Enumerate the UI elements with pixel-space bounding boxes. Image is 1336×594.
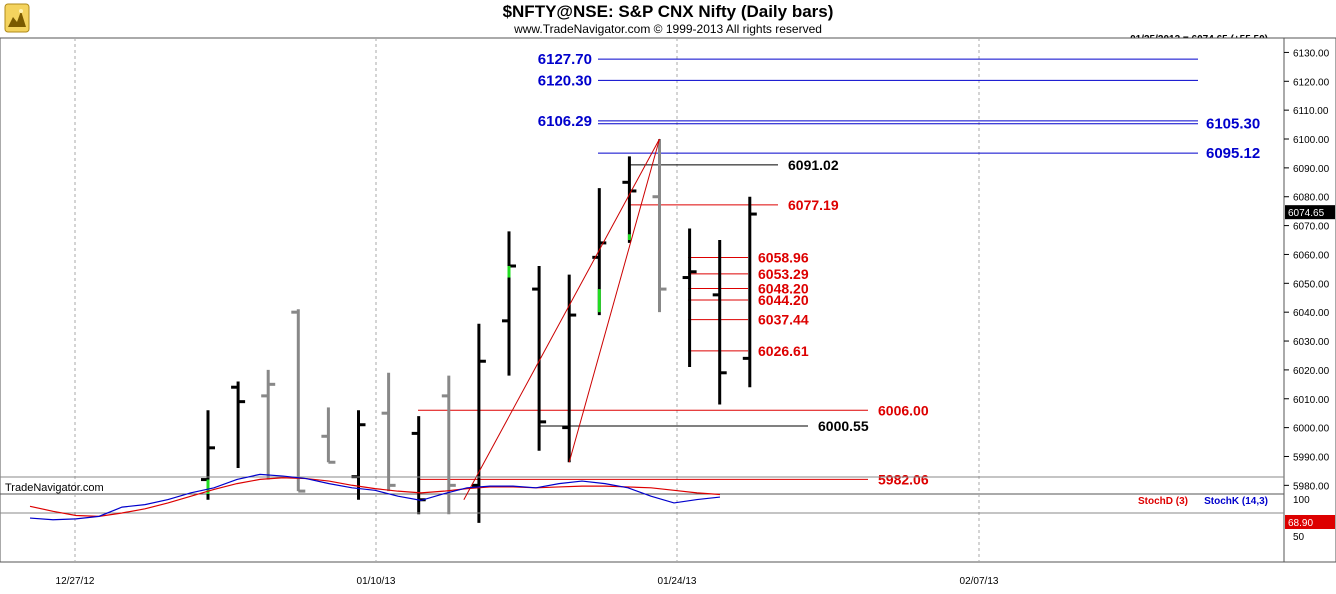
y-tick-label: 5990.00 — [1293, 452, 1330, 463]
x-tick-label: 01/24/13 — [658, 576, 697, 587]
stoch-y-tick-label: 50 — [1293, 532, 1305, 543]
y-tick-label: 6000.00 — [1293, 424, 1330, 435]
stoch-k-line — [29, 473, 721, 521]
y-tick-label: 6090.00 — [1293, 164, 1330, 175]
level-label: 6095.12 — [1206, 145, 1260, 162]
swing-line — [568, 138, 660, 463]
y-tick-label: 6080.00 — [1293, 193, 1330, 204]
level-label: 5982.06 — [878, 471, 929, 487]
y-tick-label: 6050.00 — [1293, 279, 1330, 290]
y-tick-label: 6130.00 — [1293, 48, 1330, 59]
last-price-box — [1285, 205, 1335, 220]
y-tick-label: 5980.00 — [1293, 481, 1330, 492]
level-label: 6058.96 — [758, 249, 809, 265]
stoch-d-legend: StochD (3) — [1138, 496, 1188, 507]
y-tick-label: 6100.00 — [1293, 135, 1330, 146]
level-label: 6037.44 — [758, 312, 809, 328]
y-tick-label: 6020.00 — [1293, 366, 1330, 377]
chart-header: $NFTY@NSE: S&P CNX Nifty (Daily bars) ww… — [0, 0, 1336, 38]
level-label: 6044.20 — [758, 292, 809, 308]
y-tick-label: 6070.00 — [1293, 222, 1330, 233]
y-tick-label: 6040.00 — [1293, 308, 1330, 319]
swing-line — [463, 138, 660, 501]
price-panel — [0, 37, 1285, 495]
level-label: 6077.19 — [788, 197, 839, 213]
stochastic-panel — [0, 493, 1285, 563]
level-label: 6091.02 — [788, 157, 839, 173]
level-label: 6048.20 — [758, 281, 809, 297]
copyright-text: www.TradeNavigator.com © 1999-2013 All r… — [514, 22, 822, 36]
stoch-k-legend: StochK (14,3) — [1204, 496, 1268, 507]
level-label: 6120.30 — [538, 72, 592, 89]
stoch-last-label: 68.90 — [1288, 518, 1313, 529]
y-tick-label: 6010.00 — [1293, 395, 1330, 406]
chart-title: $NFTY@NSE: S&P CNX Nifty (Daily bars) — [502, 2, 834, 21]
y-tick-label: 6110.00 — [1293, 106, 1329, 117]
level-label: 6000.55 — [818, 418, 869, 434]
stoch-y-tick-label: 100 — [1293, 495, 1310, 506]
last-price-label: 6074.65 — [1288, 208, 1325, 219]
stoch-last-box — [1285, 515, 1335, 529]
trade-navigator-logo-icon — [4, 3, 30, 33]
x-tick-label: 12/27/12 — [56, 576, 95, 587]
stoch-d-line — [29, 477, 721, 517]
x-tick-label: 01/10/13 — [357, 576, 396, 587]
y-tick-label: 6030.00 — [1293, 337, 1330, 348]
y-tick-label: 6120.00 — [1293, 77, 1330, 88]
level-label: 6127.70 — [538, 51, 592, 68]
level-label: 6026.61 — [758, 343, 809, 359]
level-label: 6006.00 — [878, 402, 929, 418]
y-tick-label: 6060.00 — [1293, 250, 1330, 261]
watermark-text: TradeNavigator.com — [5, 482, 104, 494]
level-label: 6053.29 — [758, 266, 809, 282]
price-axis-panel — [1283, 37, 1336, 563]
x-tick-label: 02/07/13 — [960, 576, 999, 587]
level-label: 6106.29 — [538, 113, 592, 130]
level-label: 6105.30 — [1206, 116, 1260, 133]
